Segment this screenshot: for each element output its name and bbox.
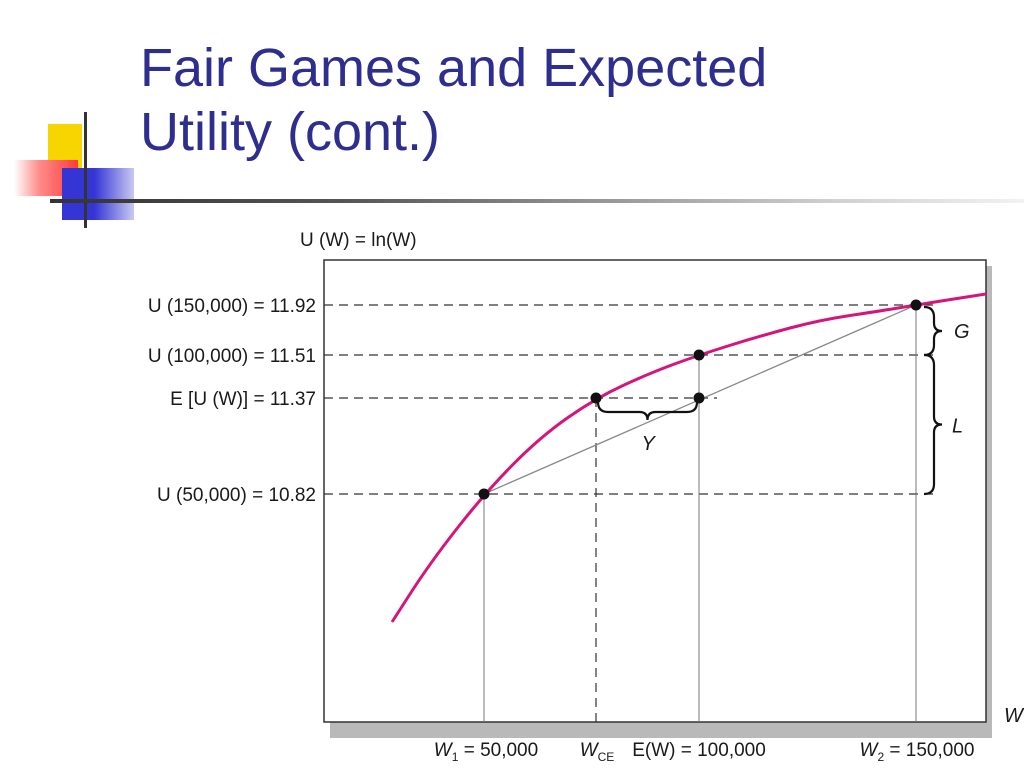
curve-layer xyxy=(390,292,986,623)
brace-label-g: G xyxy=(954,321,970,343)
y-tick-label: E [U (W)] = 11.37 xyxy=(170,389,316,410)
loss-brace xyxy=(923,353,943,496)
slide-title: Fair Games and Expected Utility (cont.) xyxy=(140,36,767,164)
y-tick-label: U (100,000) = 11.51 xyxy=(148,346,316,367)
y-brace xyxy=(596,401,699,421)
brace-label-l: L xyxy=(952,416,963,438)
y-axis-label: U (W) = ln(W) xyxy=(300,230,417,251)
blue-square-decoration xyxy=(62,168,134,220)
y-tick-label: U (50,000) = 10.82 xyxy=(157,485,316,506)
x-tick-labels: W1 = 50,000 WCE E(W) = 100,000 W2 = 150,000 xyxy=(434,740,975,764)
y-tick-label: U (150,000) = 11.92 xyxy=(148,296,316,317)
x-axis-label: W xyxy=(1004,705,1024,727)
data-point xyxy=(478,488,490,500)
brace-layer: G L Y xyxy=(596,305,970,496)
guide-lines xyxy=(324,304,934,722)
gain-brace xyxy=(923,305,943,357)
slide-title-line-2: Utility (cont.) xyxy=(140,102,441,162)
x-tick-label: W2 = 150,000 xyxy=(860,740,975,764)
data-point xyxy=(693,349,705,361)
x-tick-label: W1 = 50,000 xyxy=(434,740,538,764)
data-point xyxy=(910,299,922,311)
vertical-rule-decoration xyxy=(84,112,87,228)
data-point xyxy=(693,392,705,404)
y-tick-labels: U (150,000) = 11.92 U (100,000) = 11.51 E … xyxy=(148,296,316,506)
horizontal-rule-decoration xyxy=(50,199,1024,203)
point-layer xyxy=(478,299,922,500)
utility-curve-ln xyxy=(390,292,986,623)
x-tick-label: E(W) = 100,000 xyxy=(632,740,766,761)
slide-title-line-1: Fair Games and Expected xyxy=(140,38,768,98)
x-tick-label: WCE xyxy=(580,740,615,764)
data-point xyxy=(590,392,602,404)
plot-area xyxy=(323,259,987,723)
brace-label-y: Y xyxy=(642,433,657,455)
